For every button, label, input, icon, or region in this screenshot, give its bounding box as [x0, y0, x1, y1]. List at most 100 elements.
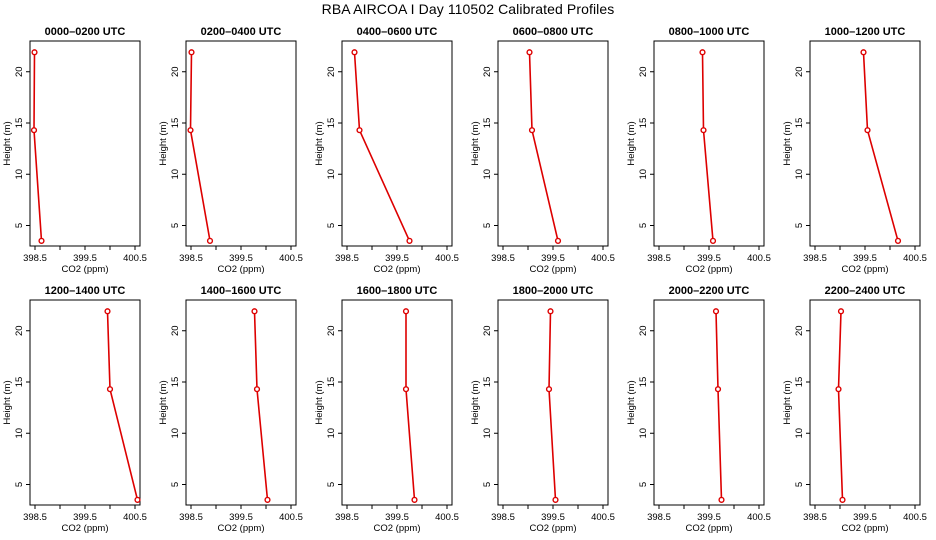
y-tick-label: 15 — [170, 377, 181, 388]
profile-panel: 0400–0600 UTC 398.5 399.5 400.5 5 10 15 20 CO2 (… — [314, 26, 459, 275]
x-axis-label: CO2 (ppm) — [374, 264, 421, 275]
x-tick-label: 400.5 — [903, 253, 927, 264]
y-axis-label: Height (m) — [626, 380, 637, 424]
y-axis-label: Height (m) — [314, 121, 325, 165]
profile-panel: 0600–0800 UTC 398.5 399.5 400.5 5 10 15 20 CO2 (… — [470, 26, 615, 275]
y-tick-label: 5 — [482, 482, 493, 487]
x-tick-label: 399.5 — [853, 512, 877, 523]
x-tick-label: 398.5 — [179, 253, 203, 264]
data-point — [39, 238, 44, 243]
panel-title: 2000–2200 UTC — [669, 285, 750, 297]
y-tick-label: 5 — [14, 482, 25, 487]
data-point — [357, 128, 362, 133]
y-tick-label: 10 — [794, 169, 805, 180]
y-tick-label: 15 — [14, 377, 25, 388]
x-tick-label: 400.5 — [747, 512, 771, 523]
data-point — [105, 309, 110, 314]
series-line — [839, 311, 843, 500]
data-point — [700, 50, 705, 55]
x-tick-label: 399.5 — [229, 512, 253, 523]
x-tick-label: 399.5 — [697, 253, 721, 264]
y-tick-label: 10 — [482, 169, 493, 180]
y-tick-label: 20 — [482, 66, 493, 77]
panel-title: 0600–0800 UTC — [513, 26, 594, 38]
data-point — [527, 50, 532, 55]
data-point — [32, 128, 37, 133]
x-axis-label: CO2 (ppm) — [374, 523, 421, 534]
y-tick-label: 20 — [638, 66, 649, 77]
series-line — [355, 52, 410, 241]
panel-title: 0400–0600 UTC — [357, 26, 438, 38]
y-tick-label: 5 — [170, 482, 181, 487]
profile-panel: 2000–2200 UTC 398.5 399.5 400.5 5 10 15 20 CO2 (… — [626, 285, 771, 534]
series-line — [34, 52, 42, 241]
y-axis-label: Height (m) — [470, 380, 481, 424]
y-axis-label: Height (m) — [782, 121, 793, 165]
x-tick-label: 400.5 — [591, 253, 615, 264]
data-point — [407, 238, 412, 243]
panel-title: 0800–1000 UTC — [669, 26, 750, 38]
x-tick-label: 400.5 — [279, 253, 303, 264]
panel-title: 1000–1200 UTC — [825, 26, 906, 38]
plot-frame — [342, 300, 452, 505]
panel-title: 0000–0200 UTC — [45, 26, 126, 38]
y-tick-label: 15 — [638, 118, 649, 129]
y-tick-label: 20 — [326, 66, 337, 77]
y-tick-label: 5 — [170, 223, 181, 228]
y-tick-label: 5 — [326, 223, 337, 228]
y-tick-label: 15 — [482, 377, 493, 388]
x-axis-label: CO2 (ppm) — [842, 264, 889, 275]
y-tick-label: 20 — [14, 66, 25, 77]
series-line — [108, 311, 138, 500]
plot-frame — [810, 300, 920, 505]
y-tick-label: 20 — [326, 325, 337, 336]
profile-panel: 0200–0400 UTC 398.5 399.5 400.5 5 10 15 20 CO2 (… — [158, 26, 303, 275]
y-tick-label: 20 — [482, 325, 493, 336]
panel-title: 0200–0400 UTC — [201, 26, 282, 38]
y-tick-label: 15 — [638, 377, 649, 388]
x-tick-label: 400.5 — [591, 512, 615, 523]
data-point — [548, 309, 553, 314]
y-tick-label: 10 — [326, 169, 337, 180]
y-tick-label: 15 — [794, 377, 805, 388]
data-point — [404, 309, 409, 314]
y-tick-label: 20 — [14, 325, 25, 336]
y-tick-label: 5 — [794, 223, 805, 228]
y-tick-label: 10 — [794, 428, 805, 439]
x-tick-label: 399.5 — [697, 512, 721, 523]
y-tick-label: 5 — [326, 482, 337, 487]
y-tick-label: 5 — [638, 482, 649, 487]
panel-title: 2200–2400 UTC — [825, 285, 906, 297]
x-tick-label: 399.5 — [385, 253, 409, 264]
y-axis-label: Height (m) — [782, 380, 793, 424]
x-tick-label: 400.5 — [747, 253, 771, 264]
y-tick-label: 5 — [14, 223, 25, 228]
y-tick-label: 10 — [170, 169, 181, 180]
x-tick-label: 400.5 — [435, 253, 459, 264]
data-point — [553, 497, 558, 502]
x-tick-label: 398.5 — [23, 512, 47, 523]
series-line — [549, 311, 556, 500]
x-tick-label: 399.5 — [73, 512, 97, 523]
x-tick-label: 398.5 — [647, 512, 671, 523]
data-point — [861, 50, 866, 55]
y-tick-label: 20 — [794, 325, 805, 336]
x-tick-label: 400.5 — [123, 253, 147, 264]
panel-title: 1800–2000 UTC — [513, 285, 594, 297]
plot-frame — [30, 41, 140, 246]
data-point — [189, 50, 194, 55]
data-point — [108, 387, 113, 392]
plot-frame — [186, 41, 296, 246]
data-point — [701, 128, 706, 133]
x-axis-label: CO2 (ppm) — [842, 523, 889, 534]
y-tick-label: 15 — [170, 118, 181, 129]
y-tick-label: 20 — [638, 325, 649, 336]
y-tick-label: 15 — [482, 118, 493, 129]
y-tick-label: 5 — [638, 223, 649, 228]
series-line — [703, 52, 714, 241]
y-tick-label: 10 — [482, 428, 493, 439]
y-axis-label: Height (m) — [470, 121, 481, 165]
x-tick-label: 398.5 — [23, 253, 47, 264]
data-point — [32, 50, 37, 55]
x-tick-label: 399.5 — [73, 253, 97, 264]
